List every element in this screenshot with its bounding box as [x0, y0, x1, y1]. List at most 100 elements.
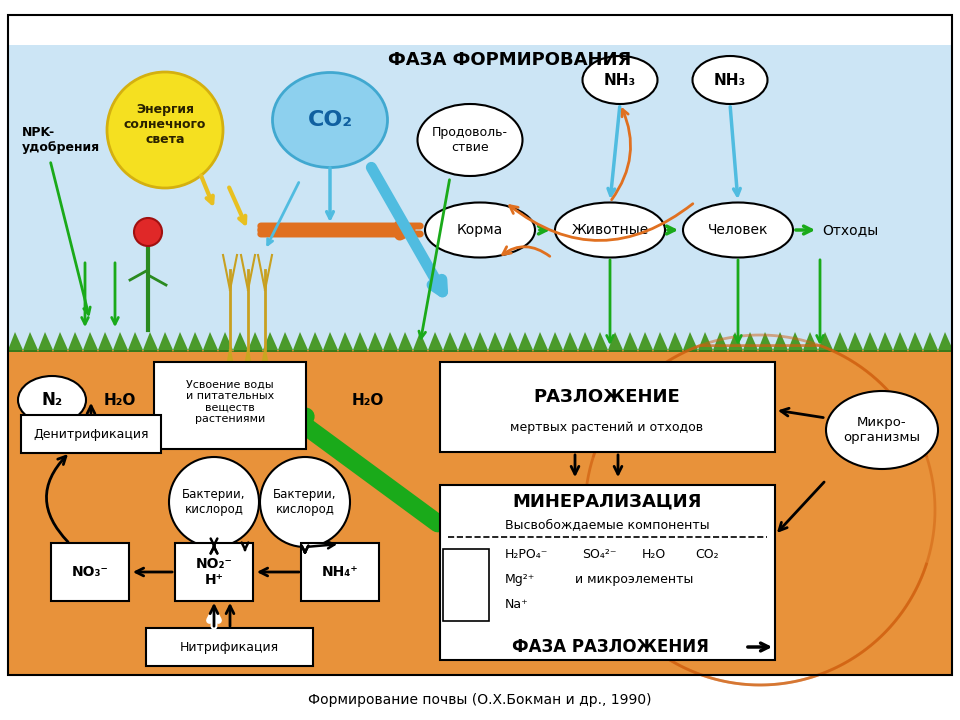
- Polygon shape: [98, 332, 113, 350]
- Text: NO₃⁻: NO₃⁻: [72, 565, 108, 579]
- Polygon shape: [848, 332, 863, 350]
- Polygon shape: [173, 332, 188, 350]
- Polygon shape: [518, 332, 533, 350]
- Polygon shape: [143, 337, 158, 352]
- Text: H₂O: H₂O: [104, 392, 136, 408]
- Text: Бактерии,
кислород: Бактерии, кислород: [274, 488, 337, 516]
- Polygon shape: [893, 337, 908, 352]
- Circle shape: [260, 457, 350, 547]
- Text: Корма: Корма: [457, 223, 503, 237]
- Polygon shape: [503, 337, 518, 352]
- FancyBboxPatch shape: [440, 362, 775, 452]
- Polygon shape: [563, 332, 578, 350]
- Polygon shape: [143, 332, 158, 350]
- Ellipse shape: [425, 202, 535, 258]
- Text: NH₃: NH₃: [604, 73, 636, 88]
- Polygon shape: [113, 332, 128, 350]
- Ellipse shape: [826, 391, 938, 469]
- Polygon shape: [473, 332, 488, 350]
- FancyBboxPatch shape: [443, 549, 489, 621]
- Polygon shape: [128, 337, 143, 352]
- Polygon shape: [83, 332, 98, 350]
- Polygon shape: [488, 337, 503, 352]
- Text: Na⁺: Na⁺: [505, 598, 529, 611]
- Polygon shape: [878, 337, 893, 352]
- Polygon shape: [938, 332, 953, 350]
- Polygon shape: [698, 337, 713, 352]
- FancyBboxPatch shape: [146, 628, 313, 666]
- Text: Бактерии,
кислород: Бактерии, кислород: [182, 488, 246, 516]
- Polygon shape: [848, 337, 863, 352]
- Polygon shape: [833, 332, 848, 350]
- FancyBboxPatch shape: [154, 362, 306, 449]
- Polygon shape: [578, 337, 593, 352]
- Polygon shape: [788, 337, 803, 352]
- Ellipse shape: [18, 376, 86, 424]
- Polygon shape: [818, 337, 833, 352]
- Polygon shape: [803, 337, 818, 352]
- Polygon shape: [683, 337, 698, 352]
- Polygon shape: [518, 337, 533, 352]
- Polygon shape: [908, 332, 923, 350]
- Polygon shape: [908, 337, 923, 352]
- Text: мертвых растений и отходов: мертвых растений и отходов: [511, 420, 704, 433]
- Polygon shape: [173, 337, 188, 352]
- Polygon shape: [923, 337, 938, 352]
- Text: Животные: Животные: [571, 223, 649, 237]
- Polygon shape: [458, 332, 473, 350]
- Polygon shape: [593, 337, 608, 352]
- Polygon shape: [383, 337, 398, 352]
- Polygon shape: [803, 332, 818, 350]
- Polygon shape: [68, 337, 83, 352]
- Polygon shape: [533, 332, 548, 350]
- Text: Ca²⁺: Ca²⁺: [450, 598, 478, 611]
- Text: H₂PO₄⁻: H₂PO₄⁻: [505, 549, 548, 562]
- Polygon shape: [788, 332, 803, 350]
- FancyBboxPatch shape: [440, 485, 775, 660]
- Text: Денитрификация: Денитрификация: [34, 428, 149, 441]
- Polygon shape: [368, 332, 383, 350]
- Polygon shape: [893, 332, 908, 350]
- Polygon shape: [728, 337, 743, 352]
- Polygon shape: [923, 332, 938, 350]
- Polygon shape: [158, 337, 173, 352]
- Ellipse shape: [555, 202, 665, 258]
- Polygon shape: [878, 332, 893, 350]
- Polygon shape: [653, 337, 668, 352]
- Polygon shape: [323, 332, 338, 350]
- Circle shape: [134, 218, 162, 246]
- Polygon shape: [38, 337, 53, 352]
- FancyBboxPatch shape: [175, 543, 253, 601]
- Polygon shape: [278, 337, 293, 352]
- Polygon shape: [668, 332, 683, 350]
- Polygon shape: [863, 332, 878, 350]
- Polygon shape: [293, 332, 308, 350]
- Polygon shape: [83, 337, 98, 352]
- Text: Mg²⁺: Mg²⁺: [505, 574, 536, 587]
- Circle shape: [107, 72, 223, 188]
- Text: NH₃: NH₃: [714, 73, 746, 88]
- Text: CO₂: CO₂: [695, 549, 719, 562]
- Polygon shape: [308, 332, 323, 350]
- Polygon shape: [623, 332, 638, 350]
- Polygon shape: [833, 337, 848, 352]
- Polygon shape: [188, 337, 203, 352]
- Polygon shape: [113, 337, 128, 352]
- Polygon shape: [323, 337, 338, 352]
- Polygon shape: [248, 337, 263, 352]
- Polygon shape: [713, 332, 728, 350]
- Polygon shape: [728, 332, 743, 350]
- Text: Нитрификация: Нитрификация: [180, 641, 278, 654]
- Polygon shape: [623, 337, 638, 352]
- Polygon shape: [203, 337, 218, 352]
- Polygon shape: [368, 337, 383, 352]
- Polygon shape: [533, 337, 548, 352]
- Text: Отходы: Отходы: [822, 223, 878, 237]
- Text: NH₄⁺: NH₄⁺: [322, 565, 358, 579]
- Polygon shape: [383, 332, 398, 350]
- Polygon shape: [683, 332, 698, 350]
- Polygon shape: [668, 337, 683, 352]
- Ellipse shape: [418, 104, 522, 176]
- Polygon shape: [413, 337, 428, 352]
- Polygon shape: [218, 337, 233, 352]
